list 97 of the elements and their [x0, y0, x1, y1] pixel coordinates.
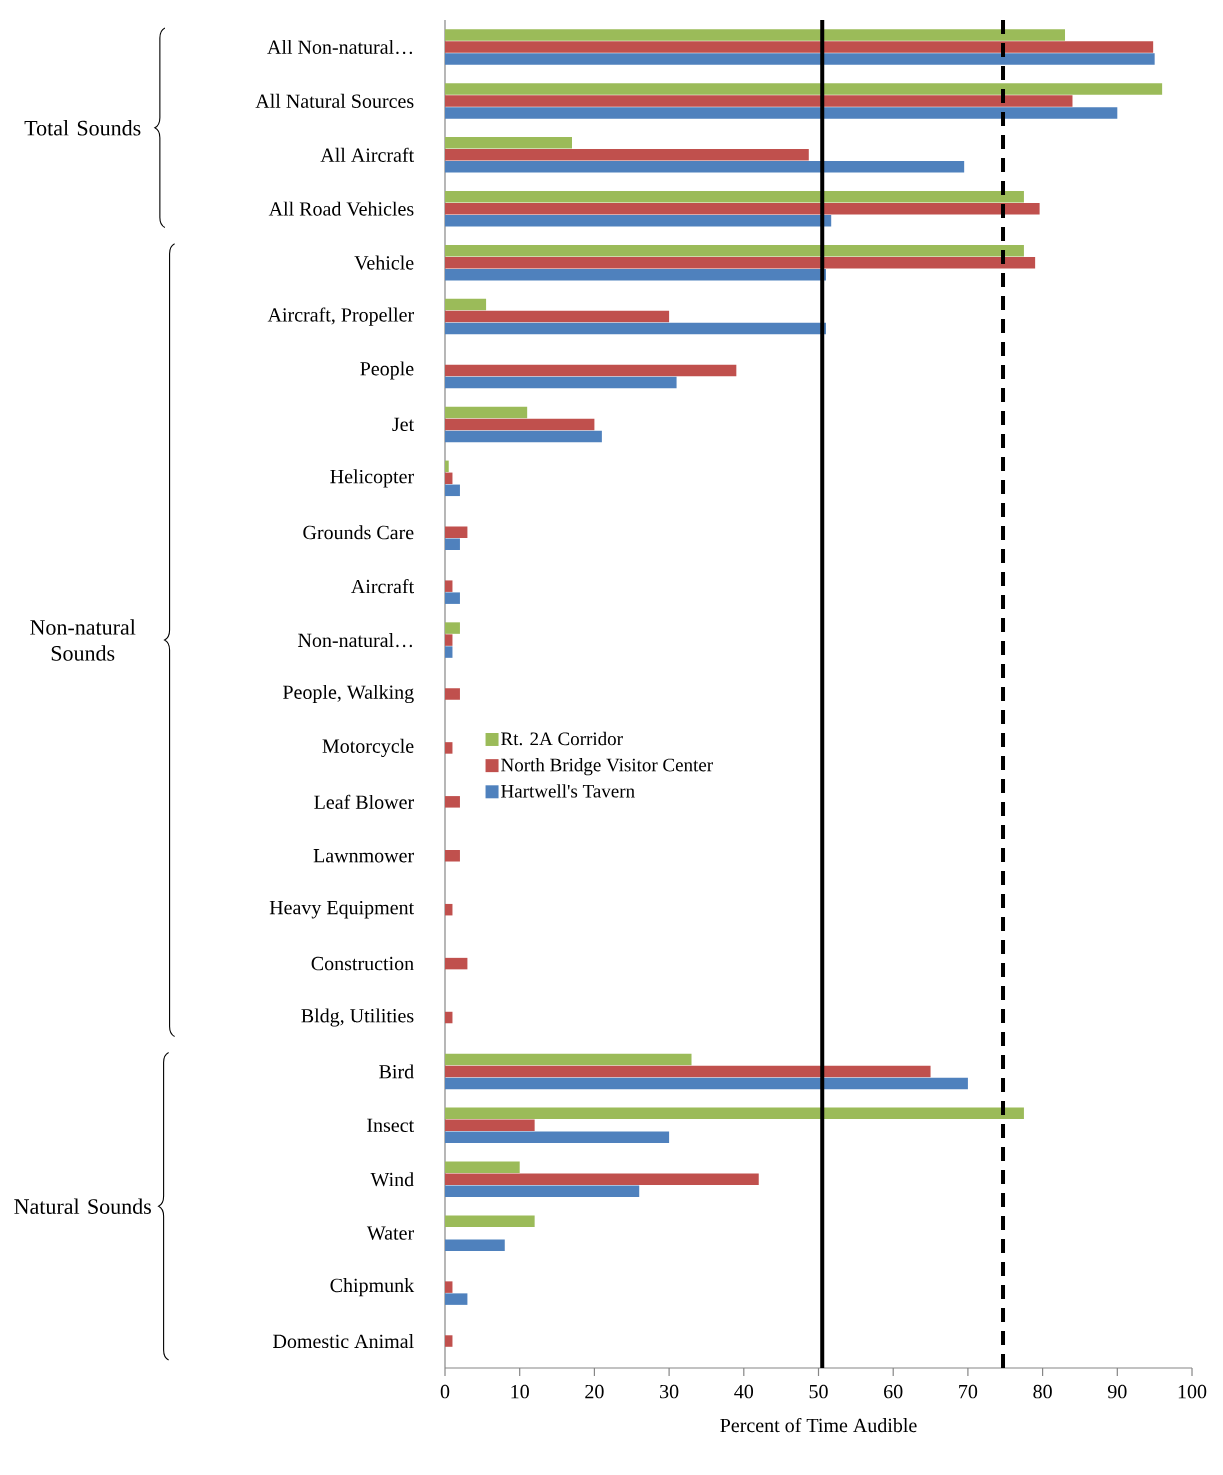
- bar: [445, 406, 528, 419]
- bar: [445, 1107, 1024, 1120]
- bar: [445, 1119, 535, 1132]
- y-tick-label: All Aircraft: [320, 147, 415, 162]
- bar: [445, 1077, 968, 1090]
- bar: [445, 850, 460, 862]
- bar: [445, 742, 453, 754]
- y-tick-label: Aircraft, Propeller: [267, 307, 414, 326]
- y-tick-label: People: [360, 361, 414, 380]
- bar: [445, 41, 1154, 53]
- bar: [445, 1281, 453, 1293]
- bar: [445, 418, 595, 431]
- legend-label: Rt. 2A Corridor: [501, 731, 623, 746]
- bar: [445, 538, 460, 550]
- y-tick-label: Heavy Equipment: [269, 900, 415, 919]
- x-tick-label: 20: [585, 1384, 604, 1399]
- bar: [445, 268, 826, 281]
- bar: [445, 1011, 453, 1024]
- bar: [445, 1185, 640, 1198]
- bar: [445, 430, 602, 443]
- bar: [445, 1161, 520, 1174]
- y-tick-label: Leaf Blower: [314, 794, 414, 809]
- legend-label: North Bridge Visitor Center: [501, 758, 713, 776]
- y-tick-label: Bldg, Utilities: [301, 1008, 414, 1027]
- bar: [445, 1293, 468, 1305]
- bar: [445, 149, 809, 161]
- x-tick-label: 30: [660, 1384, 679, 1399]
- y-tick-label: Motorcycle: [322, 738, 414, 758]
- x-tick-label: 0: [440, 1384, 450, 1399]
- bar: [445, 460, 449, 473]
- x-tick-label: 50: [809, 1384, 828, 1399]
- y-tick-label: People, Walking: [283, 684, 414, 704]
- bar: [445, 592, 460, 604]
- bar: [445, 137, 572, 149]
- y-tick-label: Insect: [367, 1118, 415, 1133]
- bar: [445, 484, 460, 497]
- y-tick-label: All Natural Sources: [255, 93, 414, 108]
- y-tick-label: Grounds Care: [303, 525, 414, 540]
- bar: [445, 298, 487, 311]
- y-tick-label: Chipmunk: [330, 1278, 415, 1297]
- bar: [445, 526, 468, 538]
- bar: [445, 903, 453, 916]
- bar: [445, 688, 460, 700]
- x-tick-label: 10: [511, 1384, 529, 1399]
- text: Non-natural Sounds: [30, 619, 136, 661]
- y-tick-label: Aircraft: [351, 579, 415, 594]
- text: Total Sounds: [24, 120, 141, 136]
- bar: [445, 322, 826, 335]
- bar: [445, 83, 1163, 95]
- y-tick-label: Vehicle: [354, 255, 414, 270]
- bar: [445, 646, 453, 658]
- bar: [445, 364, 737, 377]
- y-tick-label: Water: [366, 1226, 414, 1240]
- y-tick-label: Bird: [379, 1064, 414, 1079]
- bar: [445, 1215, 535, 1227]
- bar: [445, 1131, 670, 1144]
- bar: [445, 622, 460, 634]
- bar: [445, 202, 1040, 215]
- bar: [445, 1065, 931, 1078]
- legend-label: Hartwell's Tavern: [501, 784, 635, 798]
- bar: [445, 95, 1073, 107]
- bar: [445, 1335, 453, 1347]
- bar: [445, 107, 1118, 119]
- bar: [445, 161, 965, 173]
- x-tick-label: 90: [1107, 1384, 1127, 1399]
- bar: [445, 1239, 505, 1251]
- y-tick-label: Jet: [392, 417, 415, 432]
- bar: [445, 472, 453, 485]
- bar: [445, 310, 670, 323]
- y-tick-label: Helicopter: [330, 469, 414, 488]
- bar: [445, 214, 832, 227]
- x-tick-label: 80: [1033, 1384, 1052, 1399]
- y-tick-label: All Non-natural…: [267, 39, 413, 55]
- bar: [445, 957, 468, 970]
- text: Natural Sounds: [14, 1198, 151, 1214]
- y-tick-label: Construction: [311, 956, 414, 971]
- x-tick-label: 40: [734, 1384, 754, 1399]
- y-tick-label: Non-natural…: [298, 633, 413, 648]
- y-tick-label: Lawnmower: [313, 849, 414, 863]
- bar: [445, 580, 453, 592]
- bar: [445, 634, 453, 646]
- y-tick-label: Wind: [370, 1172, 414, 1187]
- x-tick-label: 100: [1178, 1384, 1207, 1399]
- bar: [445, 190, 1024, 203]
- bar: [445, 796, 460, 808]
- x-tick-label: 60: [884, 1384, 903, 1399]
- x-tick-label: 70: [959, 1384, 978, 1399]
- bar: [445, 1053, 692, 1066]
- y-tick-label: All Road Vehicles: [268, 201, 414, 216]
- bar: [445, 53, 1155, 65]
- bar: [445, 256, 1036, 269]
- bar: [445, 29, 1066, 41]
- bar: [445, 376, 677, 389]
- y-tick-label: Domestic Animal: [273, 1334, 414, 1349]
- bar: [445, 1173, 759, 1186]
- bar: [445, 244, 1024, 257]
- x-axis-title: Percent of Time Audible: [720, 1417, 917, 1433]
